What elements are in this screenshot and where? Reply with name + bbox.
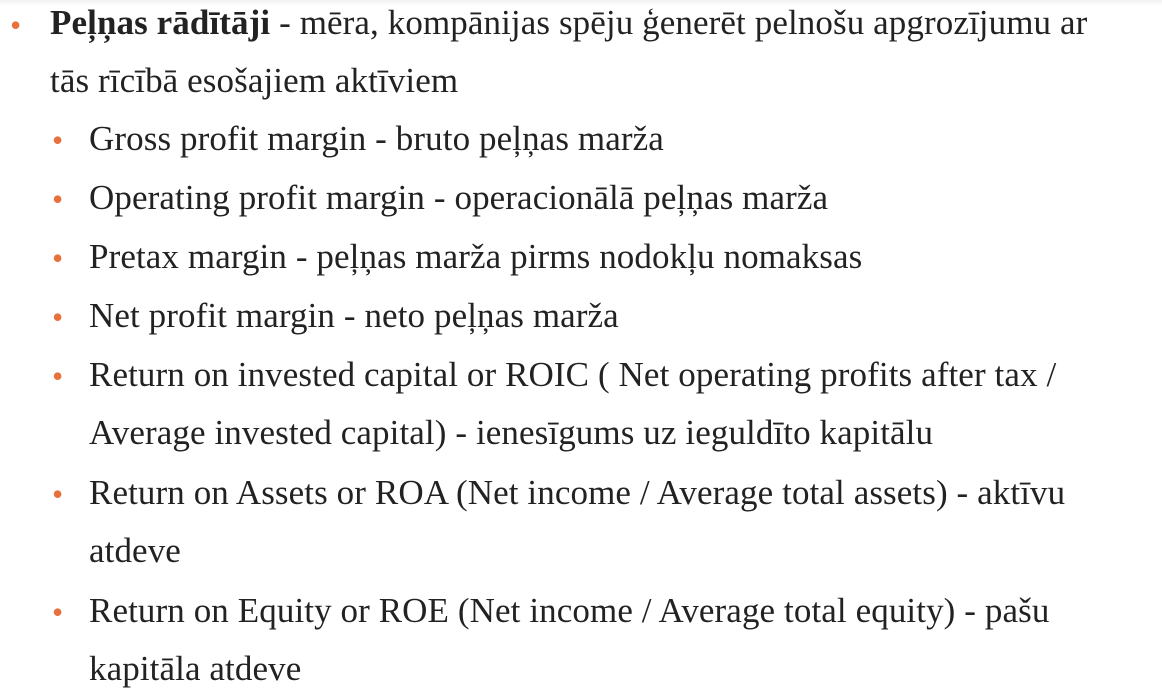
list-item-pretax-margin: Pretax margin - peļņas marža pirms nodok… (89, 237, 863, 276)
heading-continuation: tās rīcībā esošajiem aktīviem (50, 61, 459, 100)
bullet-marker: • (52, 299, 64, 335)
heading-term: Peļņas rādītāji (50, 3, 271, 42)
bullet-marker: • (52, 594, 64, 630)
list-item-roic: Return on invested capital or ROIC ( Net… (89, 355, 1057, 394)
bullet-marker: • (52, 476, 64, 512)
list-item-roe-continuation: kapitāla atdeve (89, 649, 302, 688)
bullet-marker: • (52, 181, 64, 217)
top-edge (0, 0, 1162, 6)
list-item-roic-continuation: Average invested capital) - ienesīgums u… (89, 413, 934, 452)
bullet-marker: • (10, 7, 22, 43)
list-item-net-profit-margin: Net profit margin - neto peļņas marža (89, 296, 619, 335)
list-item-gross-profit-margin: Gross profit margin - bruto peļņas marža (89, 119, 664, 158)
bullet-marker: • (52, 358, 64, 394)
bullet-marker: • (52, 240, 64, 276)
list-item-roa-continuation: atdeve (89, 531, 181, 570)
heading-line: Peļņas rādītāji - mēra, kompānijas spēju… (50, 5, 1087, 40)
list-item-roa: Return on Assets or ROA (Net income / Av… (89, 473, 1066, 512)
list-item-roe: Return on Equity or ROE (Net income / Av… (89, 591, 1050, 630)
list-item-operating-profit-margin: Operating profit margin - operacionālā p… (89, 178, 829, 217)
bullet-marker: • (52, 122, 64, 158)
heading-description: - mēra, kompānijas spēju ģenerēt pelnošu… (270, 3, 1088, 42)
